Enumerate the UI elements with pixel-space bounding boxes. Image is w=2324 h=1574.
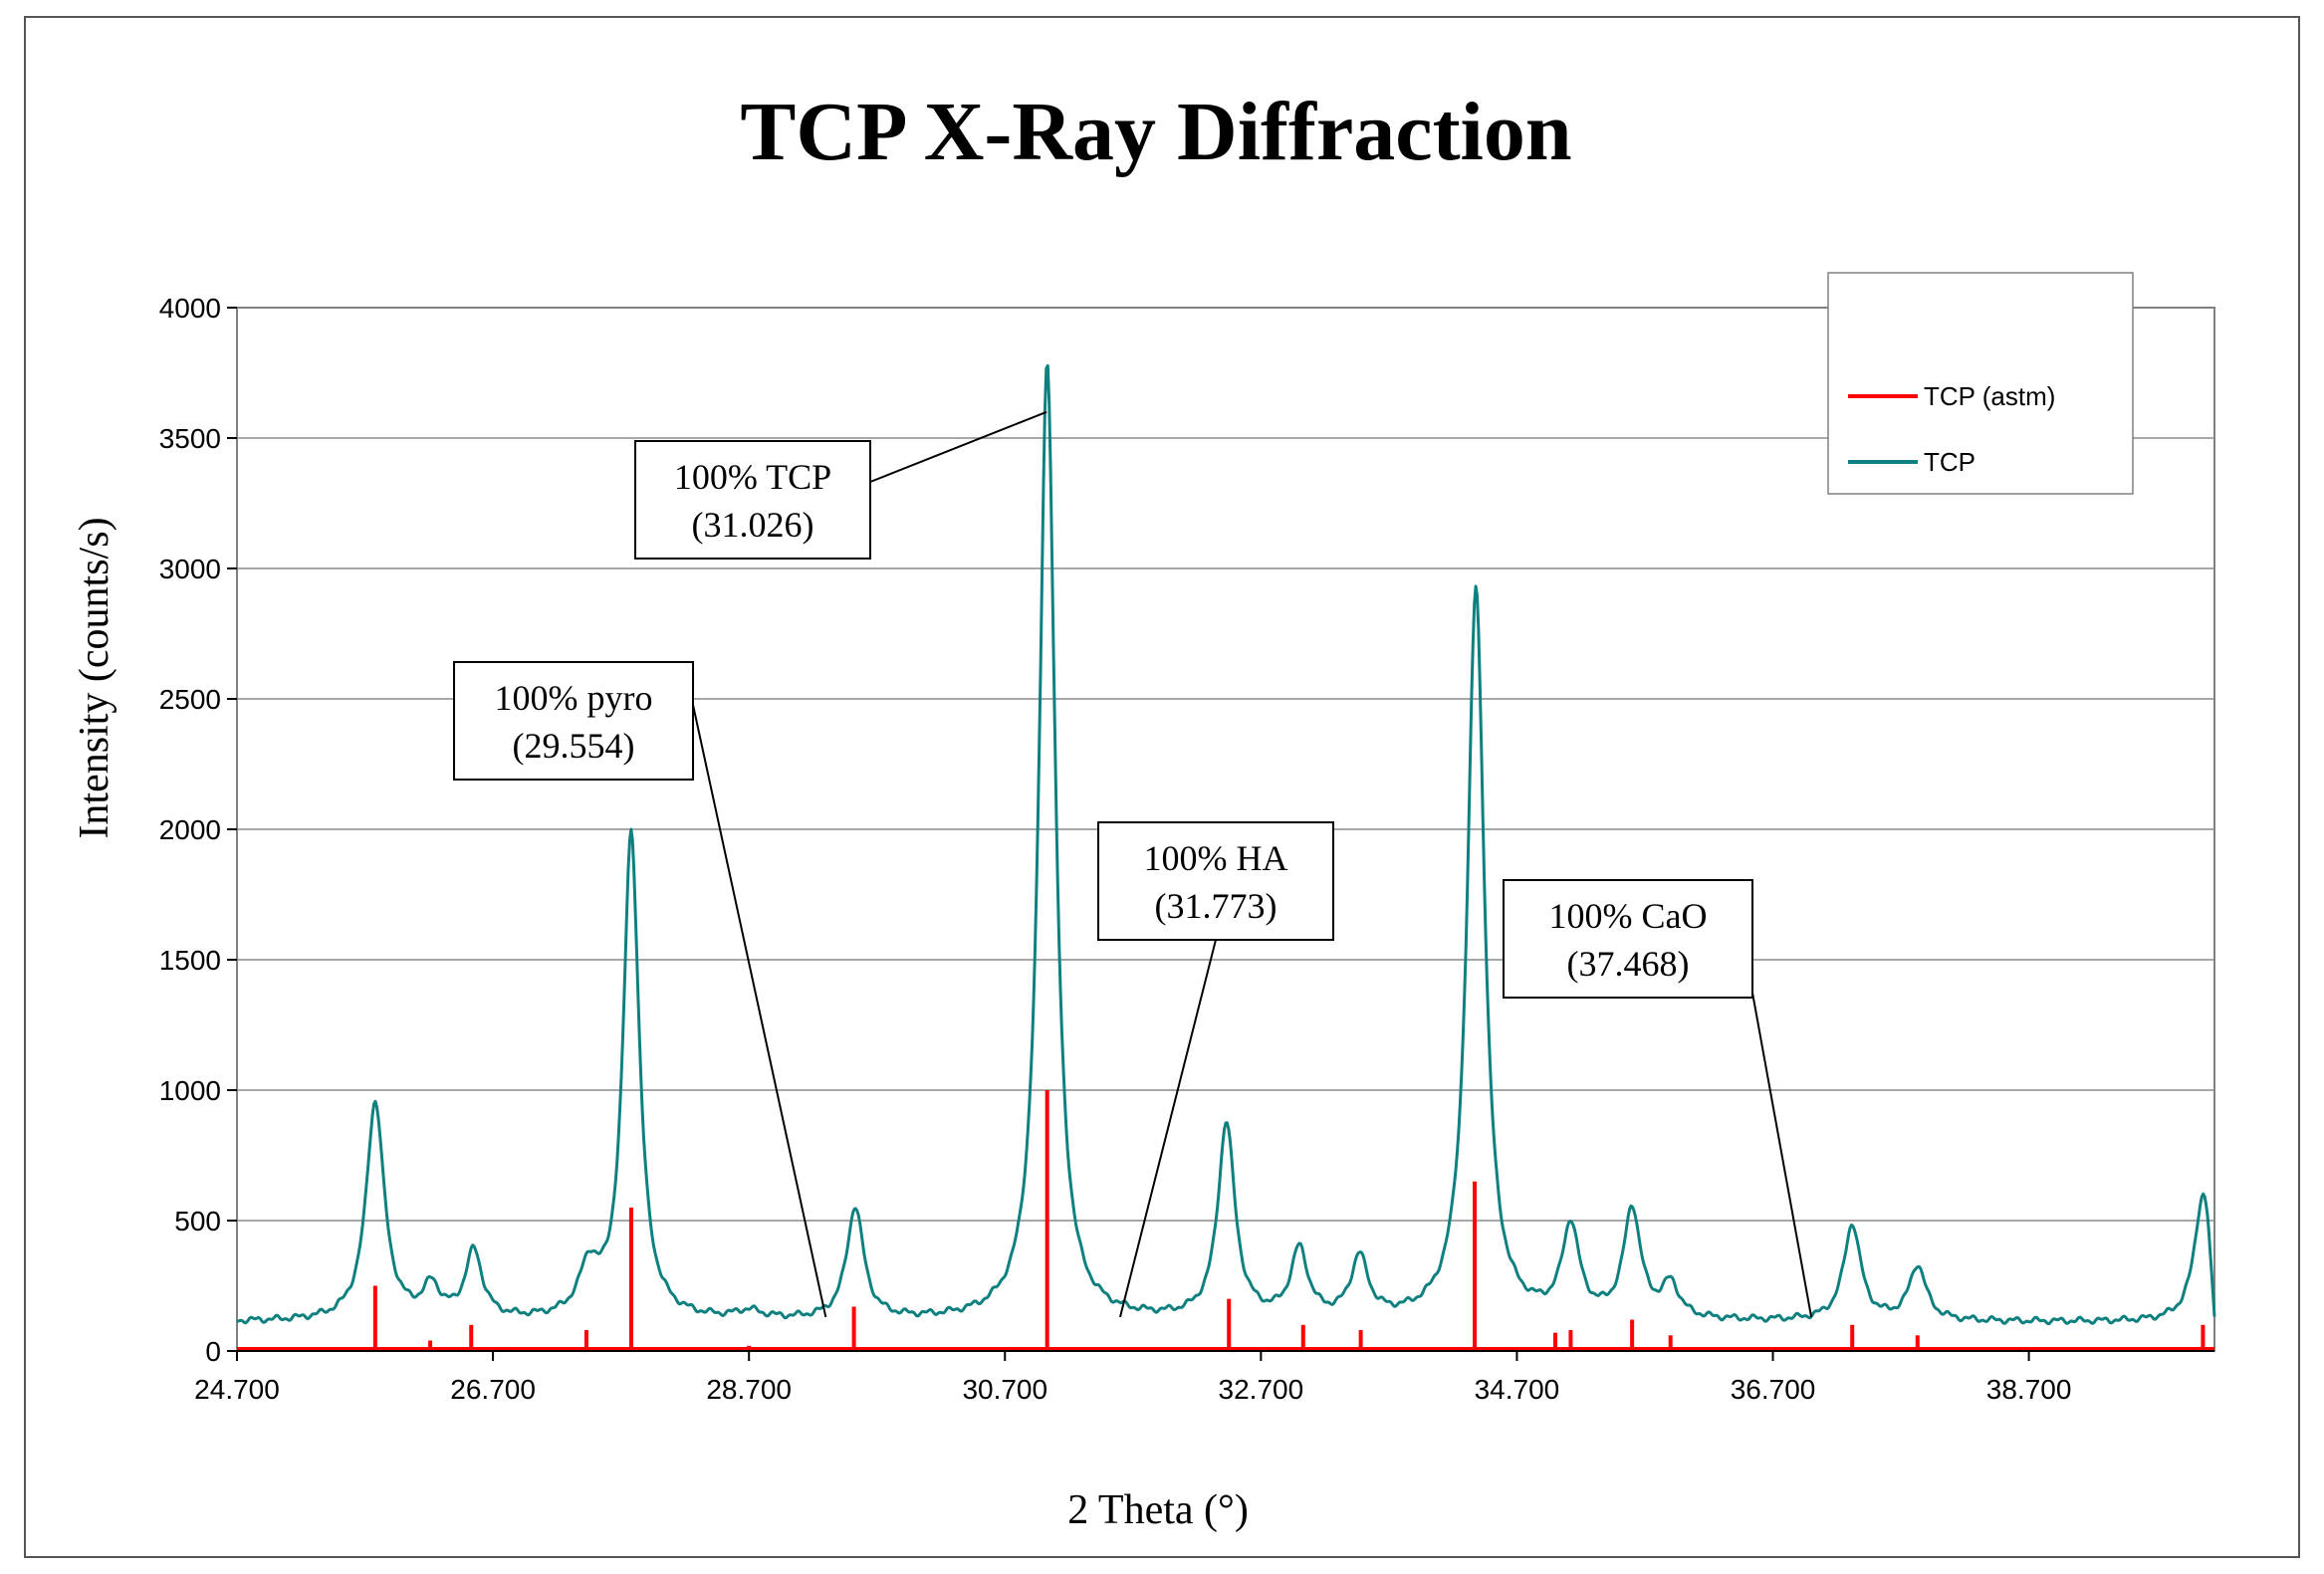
x-tick-label: 34.700 — [1475, 1374, 1560, 1405]
annotation-leader-line — [869, 410, 1047, 483]
annotation-box — [1097, 821, 1334, 941]
x-tick-label: 28.700 — [706, 1374, 792, 1405]
x-axis-title: 2 Theta (°) — [1067, 1487, 1249, 1533]
x-tick-label: 32.700 — [1219, 1374, 1304, 1405]
xrd-chart: TCP X-Ray Diffraction 0 500 1000 1500 2000 25… — [72, 86, 2216, 1533]
x-tick-label: 38.700 — [1986, 1374, 2072, 1405]
x-tick-label: 30.700 — [962, 1374, 1047, 1405]
legend-label-tcp-astm: TCP (astm) — [1924, 381, 2055, 411]
annotation-value: (29.554) — [513, 726, 635, 766]
legend-box — [1827, 272, 2134, 495]
x-tick-label: 36.700 — [1731, 1374, 1816, 1405]
y-tick-label: 0 — [205, 1336, 221, 1367]
annotation-box — [1503, 879, 1753, 999]
tcp-series-line — [236, 363, 2216, 1326]
x-axis-ticks: 24.700 26.700 28.700 30.700 32.700 34.700 36.7… — [194, 1351, 2071, 1405]
x-tick-label: 24.700 — [194, 1374, 280, 1405]
annotation-label: 100% HA — [1144, 838, 1288, 878]
annotation-box — [453, 661, 694, 781]
annotation-value: (31.026) — [692, 505, 814, 545]
y-tick-label: 3500 — [159, 423, 221, 454]
y-axis-ticks: 0 500 1000 1500 2000 2500 3000 3500 4000 — [159, 293, 237, 1367]
annotation-label: 100% pyro — [495, 678, 653, 718]
annotation-box — [634, 440, 871, 560]
legend-label-tcp: TCP — [1924, 447, 1975, 477]
y-tick-label: 1000 — [159, 1075, 221, 1106]
annotation-leader-line — [1742, 937, 1813, 1318]
y-tick-label: 500 — [174, 1206, 221, 1237]
legend: TCP (astm) TCP — [1827, 272, 2134, 495]
y-tick-label: 3000 — [159, 554, 221, 584]
chart-title: TCP X-Ray Diffraction — [740, 86, 1571, 178]
annotations: 100% TCP (31.026) 100% pyro (29.554) 100% HA… — [453, 410, 1813, 1318]
y-tick-label: 1500 — [159, 945, 221, 976]
annotation-label: 100% TCP — [674, 457, 831, 497]
y-tick-label: 2500 — [159, 684, 221, 715]
annotation-leader-line — [1118, 939, 1217, 1318]
annotation-leader-line — [692, 704, 827, 1318]
x-tick-label: 26.700 — [450, 1374, 536, 1405]
annotation-value: (37.468) — [1567, 944, 1690, 984]
y-tick-label: 2000 — [159, 814, 221, 845]
chart-frame: TCP X-Ray Diffraction 0 500 1000 1500 2000 25… — [24, 16, 2300, 1558]
tcp-astm-series — [237, 1090, 2214, 1351]
annotation-value: (31.773) — [1155, 886, 1278, 926]
annotation-label: 100% CaO — [1549, 896, 1708, 936]
y-tick-label: 4000 — [159, 293, 221, 324]
y-axis-title: Intensity (counts/s) — [72, 517, 117, 838]
